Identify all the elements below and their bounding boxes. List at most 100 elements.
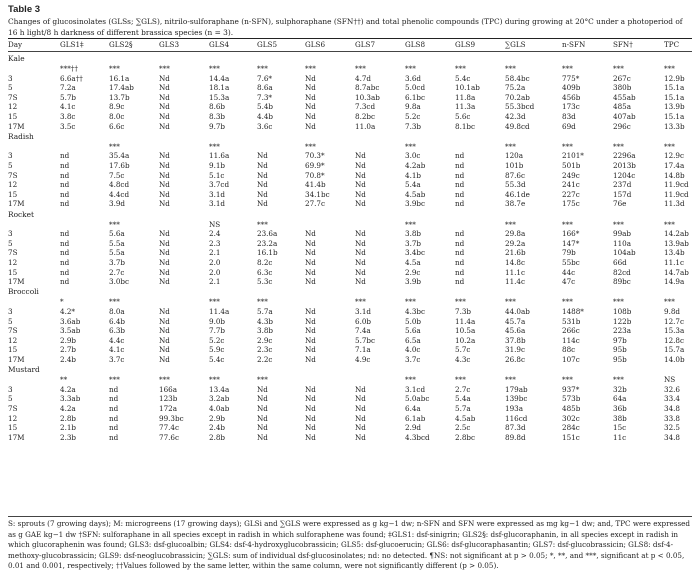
data-cell: 2.4b: [209, 423, 226, 433]
data-cell: 3.7c: [405, 355, 421, 364]
data-cell: 937*: [562, 384, 580, 394]
data-cell: 2.4: [209, 229, 221, 239]
day-cell: 15: [8, 267, 18, 277]
significance-cell: ***: [405, 64, 416, 73]
table-row: 5 3.6ab 6.4b Nd 9.0b 4.3b Nd 6.0b 5.0b 11.4a 45.7a…: [8, 317, 692, 326]
data-cell: 4.4cd: [109, 189, 130, 199]
data-cell: 13.4a: [209, 384, 230, 394]
day-cell: 5: [8, 238, 13, 248]
data-cell: 2.1b: [60, 423, 77, 433]
significance-cell: ***: [455, 297, 466, 307]
data-cell: 3.1d: [209, 189, 226, 199]
data-cell: 26.8c: [505, 355, 526, 364]
significance-cell: ***: [562, 141, 573, 151]
day-cell: 7S: [8, 170, 18, 180]
data-cell: 6.6c: [109, 121, 125, 131]
column-header: GLS5: [257, 40, 278, 49]
data-cell: 23.2a: [257, 238, 278, 248]
data-cell: 13.9b: [664, 102, 685, 112]
data-cell: 29.8a: [505, 229, 526, 239]
significance-row: ***†† *** *** *** *** *** *** *** *** *** *** *** **…: [8, 64, 692, 73]
data-cell: 47c: [562, 277, 576, 287]
data-cell: 23.6a: [257, 229, 278, 239]
data-cell: 15.3a: [664, 326, 685, 336]
data-cell: 4.2a: [60, 404, 76, 413]
table-row: 12 nd 3.7b Nd 2.0 8.2c Nd Nd 4.5a nd 14.8c 55bc 66d 1…: [8, 258, 692, 267]
data-cell: 3.7cd: [209, 180, 230, 190]
data-cell: 6.1bc: [405, 92, 426, 102]
significance-cell: NS: [209, 219, 221, 229]
data-cell: 5.4b: [257, 102, 274, 112]
data-cell: 147*: [562, 238, 580, 248]
column-header: TPC: [664, 40, 680, 49]
data-cell: 2.0: [209, 258, 221, 267]
data-cell: 166a: [159, 384, 178, 394]
table-row: 7S 3.5ab 6.3b Nd 7.7b 3.8b Nd 7.4a 5.6a 10.5a 45.6…: [8, 326, 692, 335]
data-cell: 12.7c: [664, 316, 685, 326]
data-cell: 35.4a: [109, 151, 130, 161]
data-cell: 21.6b: [505, 248, 526, 258]
data-cell: 4.2a: [60, 384, 76, 394]
column-header: GLS3: [159, 40, 180, 49]
data-cell: 11.4a: [455, 316, 476, 326]
data-cell: 99ab: [613, 229, 632, 239]
data-cell: nd: [60, 151, 70, 161]
data-cell: Nd: [355, 384, 366, 394]
table-caption: Changes of glucosinolates (GLSs; ∑GLS), …: [8, 17, 683, 37]
significance-cell: ***: [159, 375, 170, 385]
table-row: 17M nd 3.9d Nd 3.1d Nd 27.7c Nd 3.9bc nd 38.7e 175c…: [8, 199, 692, 208]
data-cell: 227c: [562, 189, 580, 199]
data-cell: 101b: [505, 161, 524, 170]
data-cell: 249c: [562, 170, 580, 180]
data-cell: 77.4c: [159, 423, 180, 433]
data-cell: Nd: [159, 92, 170, 102]
data-cell: Nd: [355, 189, 366, 199]
data-cell: nd: [60, 229, 70, 239]
data-cell: 4.5a: [405, 258, 421, 267]
data-cell: 4.1c: [109, 345, 125, 355]
data-cell: 223a: [613, 326, 632, 336]
data-cell: 8.9c: [109, 102, 125, 112]
data-cell: 11.6a: [209, 151, 230, 161]
data-cell: 4.2ab: [405, 161, 426, 170]
data-cell: 77.6c: [159, 432, 180, 442]
data-cell: 45.7a: [505, 316, 526, 326]
data-cell: 11.3a: [455, 102, 476, 112]
data-cell: 5.7c: [455, 345, 471, 355]
title-block: Table 3 Changes of glucosinolates (GLSs;…: [8, 4, 692, 38]
data-cell: 70.8*: [305, 170, 325, 180]
significance-cell: ***: [257, 375, 268, 385]
data-cell: 11.4a: [209, 307, 230, 316]
data-cell: Nd: [305, 277, 316, 287]
data-cell: Nd: [257, 432, 268, 442]
data-cell: 139bc: [505, 394, 528, 404]
data-cell: 7.3b: [405, 121, 422, 131]
significance-cell: ***: [109, 297, 120, 307]
data-cell: 7.6*: [257, 73, 273, 83]
data-cell: 1204c: [613, 170, 636, 180]
section-label: Kale: [8, 54, 25, 63]
data-cell: Nd: [159, 83, 170, 93]
significance-cell: ***: [109, 64, 120, 73]
data-cell: Nd: [257, 423, 268, 433]
data-cell: 7.4a: [355, 326, 371, 336]
column-header: GLS7: [355, 40, 376, 49]
data-cell: 2.1: [209, 277, 221, 287]
day-cell: 7S: [8, 404, 18, 413]
data-cell: 7.3*: [257, 92, 273, 102]
data-cell: 485b: [562, 404, 581, 413]
data-cell: Nd: [305, 307, 316, 316]
data-cell: nd: [60, 248, 70, 258]
significance-cell: ***: [405, 297, 416, 307]
column-header: Day: [8, 40, 23, 49]
data-cell: 27.7c: [305, 199, 326, 209]
data-cell: Nd: [257, 189, 268, 199]
column-header: GLS2§: [109, 40, 133, 49]
data-cell: 3.4bc: [405, 248, 426, 258]
table-row: 3 nd 5.6a Nd 2.4 23.6a Nd Nd 3.8b nd 29.8a 166* 99ab…: [8, 229, 692, 238]
data-cell: 11.4c: [505, 277, 526, 287]
table-row: 15 2.1b nd 77.4c 2.4b Nd Nd Nd 2.9d 2.5c 87.3d 284c…: [8, 423, 692, 432]
data-cell: 55.3d: [505, 180, 526, 190]
significance-cell: ***: [613, 375, 624, 385]
data-cell: nd: [455, 199, 465, 209]
